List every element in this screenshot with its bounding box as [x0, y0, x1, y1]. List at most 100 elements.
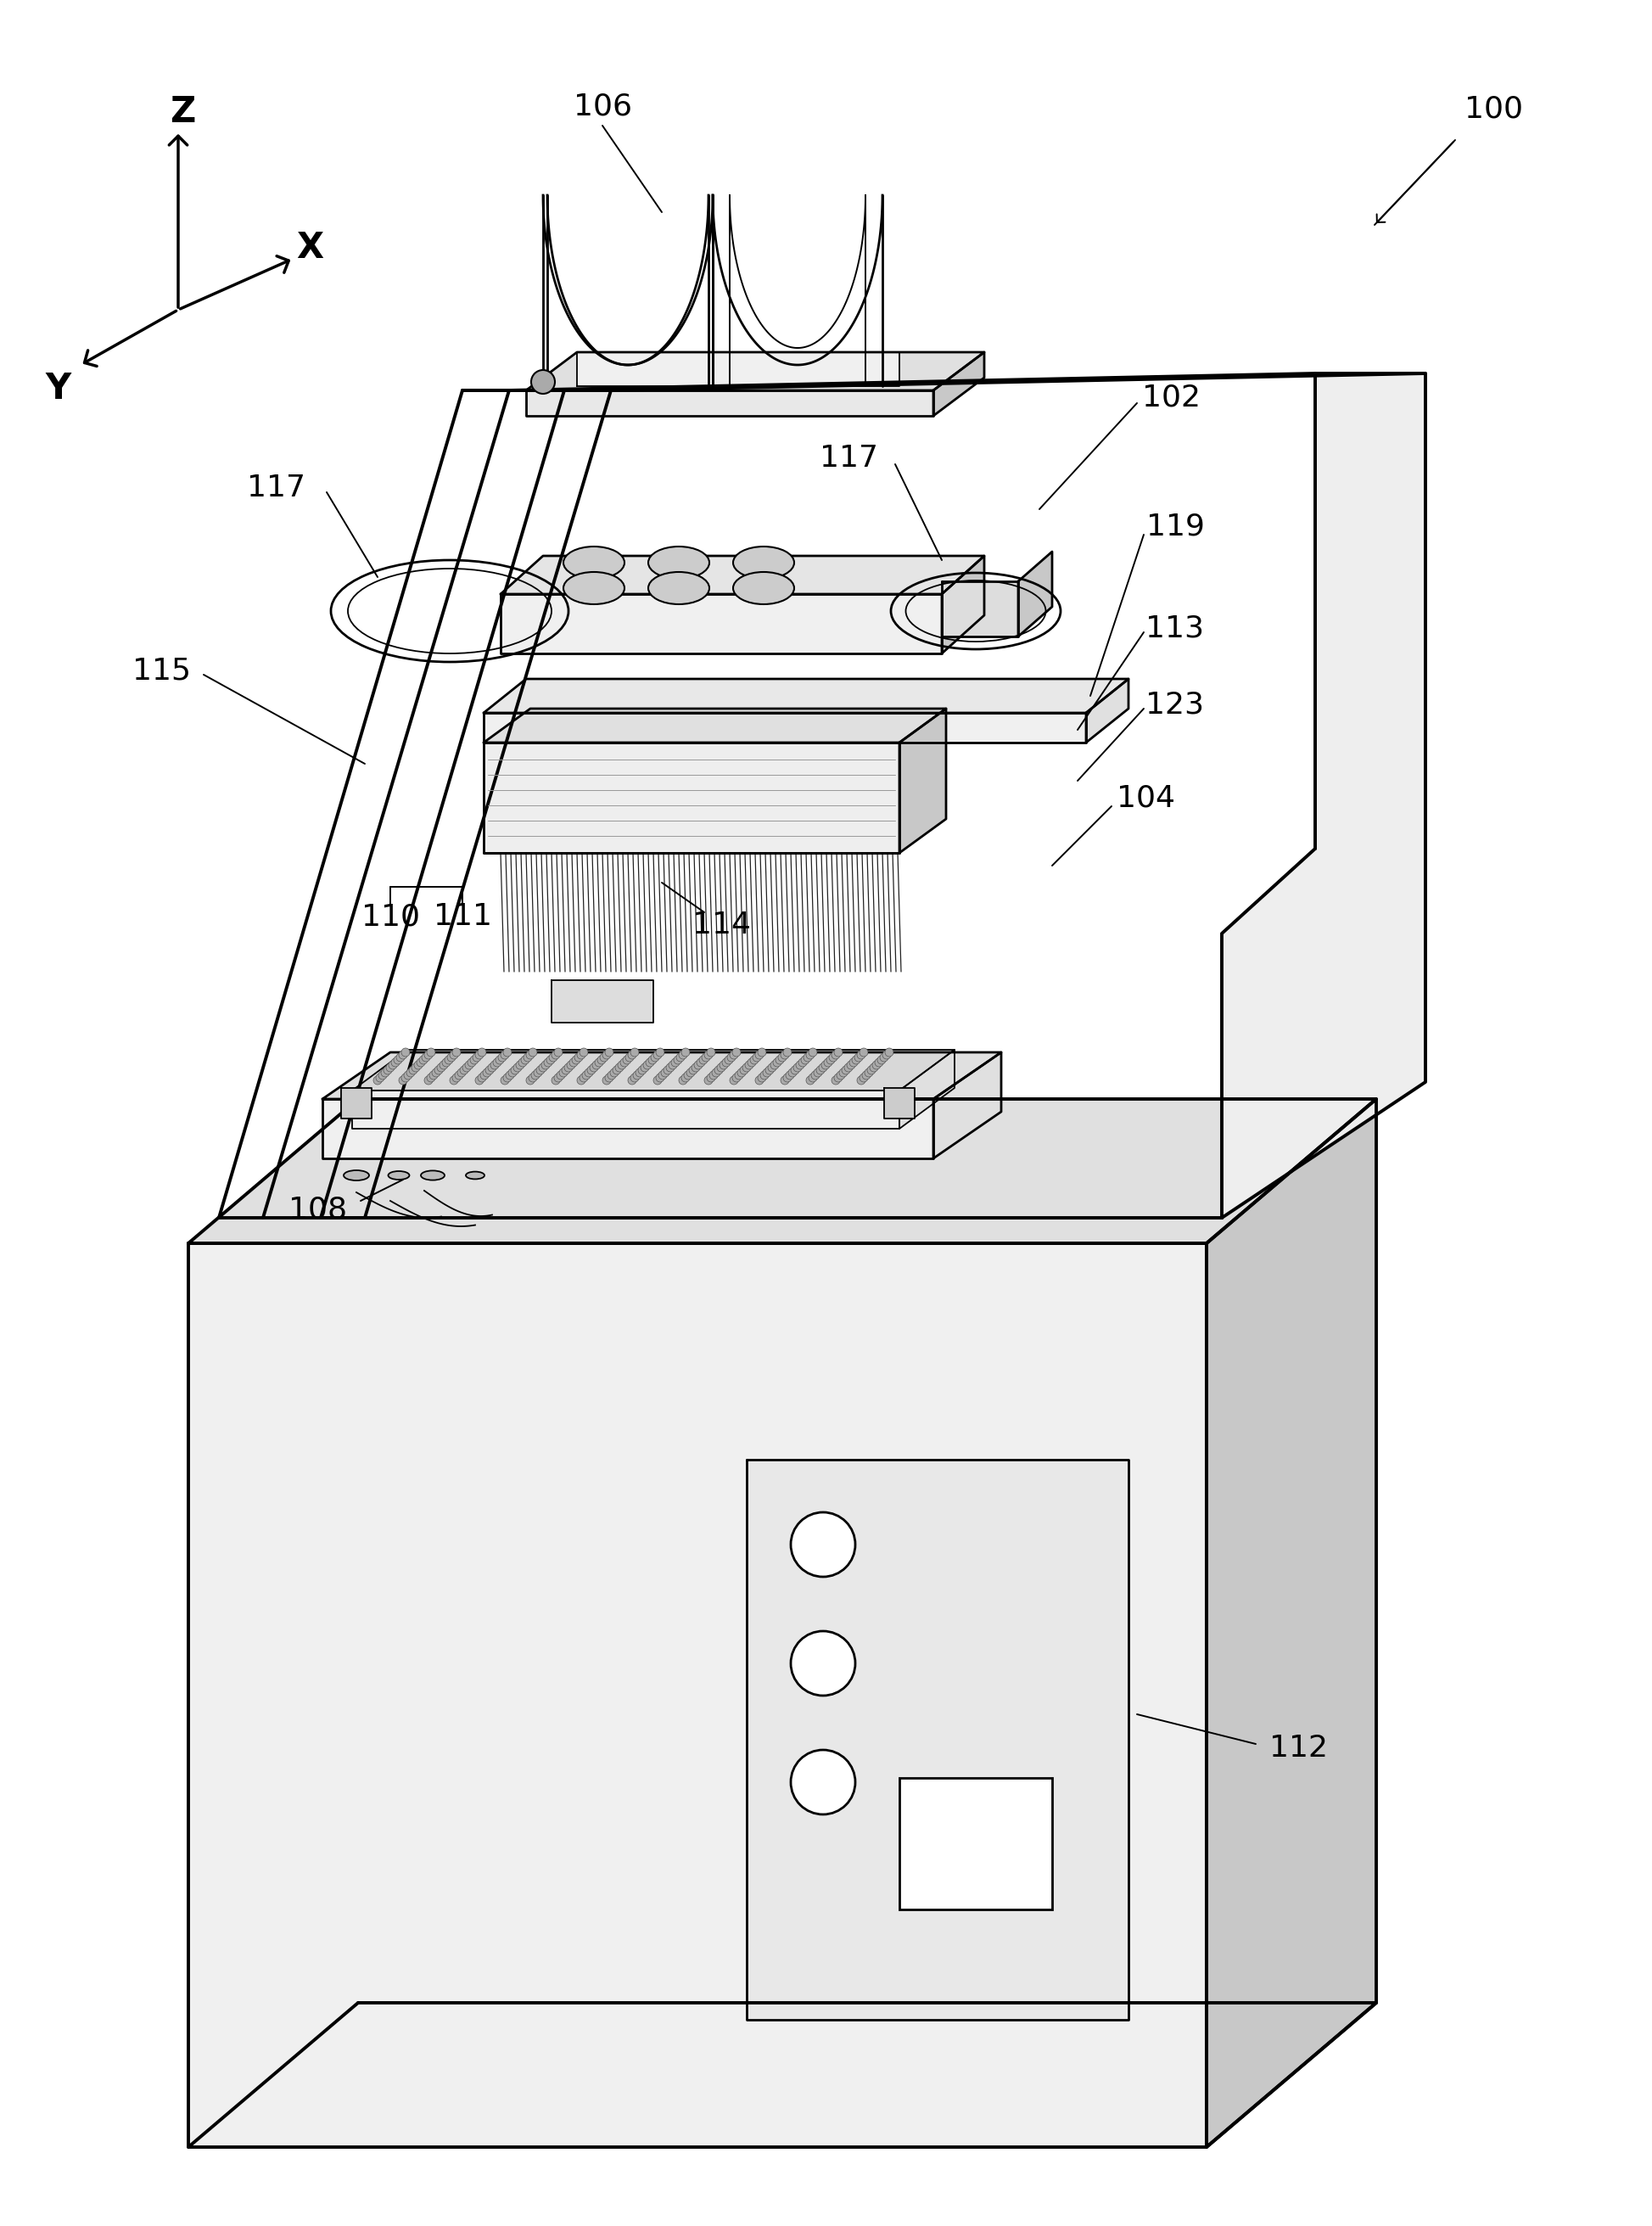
- Polygon shape: [322, 1100, 933, 1158]
- Circle shape: [707, 1048, 715, 1057]
- Circle shape: [720, 1062, 729, 1068]
- Circle shape: [575, 1053, 583, 1062]
- Circle shape: [598, 1055, 606, 1064]
- Circle shape: [857, 1075, 866, 1084]
- Text: 119: 119: [1146, 512, 1204, 541]
- Circle shape: [580, 1048, 588, 1057]
- Circle shape: [491, 1062, 499, 1068]
- Circle shape: [481, 1071, 489, 1080]
- Circle shape: [735, 1071, 743, 1080]
- Circle shape: [808, 1073, 818, 1082]
- Circle shape: [524, 1053, 532, 1062]
- Text: 110: 110: [362, 902, 420, 930]
- Circle shape: [653, 1051, 662, 1060]
- Polygon shape: [501, 556, 985, 594]
- Circle shape: [653, 1075, 662, 1084]
- Circle shape: [387, 1064, 395, 1073]
- Circle shape: [448, 1053, 456, 1062]
- Ellipse shape: [344, 1171, 368, 1180]
- Circle shape: [382, 1068, 390, 1077]
- Circle shape: [636, 1068, 644, 1077]
- Circle shape: [532, 370, 555, 394]
- Circle shape: [454, 1071, 463, 1080]
- Circle shape: [421, 1053, 430, 1062]
- Circle shape: [514, 1064, 522, 1073]
- Circle shape: [486, 1066, 494, 1075]
- Circle shape: [610, 1068, 618, 1077]
- Circle shape: [676, 1053, 684, 1062]
- Circle shape: [620, 1057, 629, 1066]
- Circle shape: [814, 1068, 823, 1077]
- Circle shape: [557, 1071, 565, 1080]
- Circle shape: [684, 1071, 692, 1080]
- Circle shape: [425, 1075, 433, 1084]
- Circle shape: [410, 1066, 418, 1075]
- Circle shape: [844, 1064, 852, 1073]
- Circle shape: [694, 1062, 702, 1068]
- Circle shape: [704, 1051, 712, 1060]
- Polygon shape: [322, 1053, 1001, 1100]
- Circle shape: [472, 1053, 481, 1062]
- Polygon shape: [525, 352, 985, 390]
- Circle shape: [763, 1068, 771, 1077]
- Circle shape: [401, 1048, 410, 1057]
- Ellipse shape: [421, 1171, 444, 1180]
- Circle shape: [638, 1066, 646, 1075]
- Circle shape: [753, 1053, 762, 1062]
- Circle shape: [520, 1055, 529, 1064]
- Circle shape: [626, 1053, 634, 1062]
- Circle shape: [791, 1511, 856, 1576]
- Circle shape: [529, 1048, 537, 1057]
- Circle shape: [401, 1073, 410, 1082]
- Circle shape: [506, 1071, 514, 1080]
- Circle shape: [829, 1053, 838, 1062]
- Circle shape: [859, 1073, 867, 1082]
- Circle shape: [882, 1051, 890, 1060]
- Polygon shape: [525, 390, 933, 416]
- Circle shape: [849, 1057, 857, 1066]
- Circle shape: [666, 1064, 674, 1073]
- Circle shape: [651, 1053, 659, 1062]
- Circle shape: [515, 1062, 524, 1068]
- Circle shape: [449, 1075, 458, 1084]
- Polygon shape: [577, 352, 899, 385]
- Polygon shape: [484, 712, 1085, 743]
- Circle shape: [393, 1055, 401, 1064]
- Polygon shape: [501, 594, 942, 654]
- Circle shape: [801, 1055, 809, 1064]
- Circle shape: [699, 1055, 707, 1064]
- Circle shape: [831, 1051, 839, 1060]
- Circle shape: [492, 1057, 502, 1066]
- Circle shape: [725, 1055, 733, 1064]
- Circle shape: [704, 1075, 712, 1084]
- Circle shape: [537, 1066, 545, 1075]
- Circle shape: [781, 1075, 790, 1084]
- Circle shape: [458, 1068, 466, 1077]
- Circle shape: [791, 1632, 856, 1696]
- Text: 117: 117: [246, 474, 306, 503]
- Circle shape: [586, 1066, 596, 1075]
- Circle shape: [862, 1071, 871, 1080]
- Circle shape: [577, 1051, 585, 1060]
- Circle shape: [834, 1073, 843, 1082]
- Circle shape: [806, 1051, 814, 1060]
- Circle shape: [793, 1064, 801, 1073]
- Circle shape: [783, 1048, 791, 1057]
- Circle shape: [791, 1066, 800, 1075]
- Circle shape: [826, 1055, 834, 1064]
- Circle shape: [778, 1053, 786, 1062]
- Circle shape: [487, 1064, 496, 1073]
- Circle shape: [544, 1057, 552, 1066]
- Circle shape: [562, 1066, 570, 1075]
- Text: 102: 102: [1142, 383, 1201, 412]
- Ellipse shape: [733, 572, 795, 603]
- Text: Y: Y: [45, 372, 71, 407]
- Circle shape: [373, 1075, 382, 1084]
- Circle shape: [444, 1055, 453, 1064]
- Circle shape: [463, 1064, 471, 1073]
- Circle shape: [669, 1062, 677, 1068]
- Polygon shape: [942, 556, 985, 654]
- Polygon shape: [352, 1051, 955, 1091]
- Circle shape: [392, 1057, 400, 1066]
- Circle shape: [702, 1053, 710, 1062]
